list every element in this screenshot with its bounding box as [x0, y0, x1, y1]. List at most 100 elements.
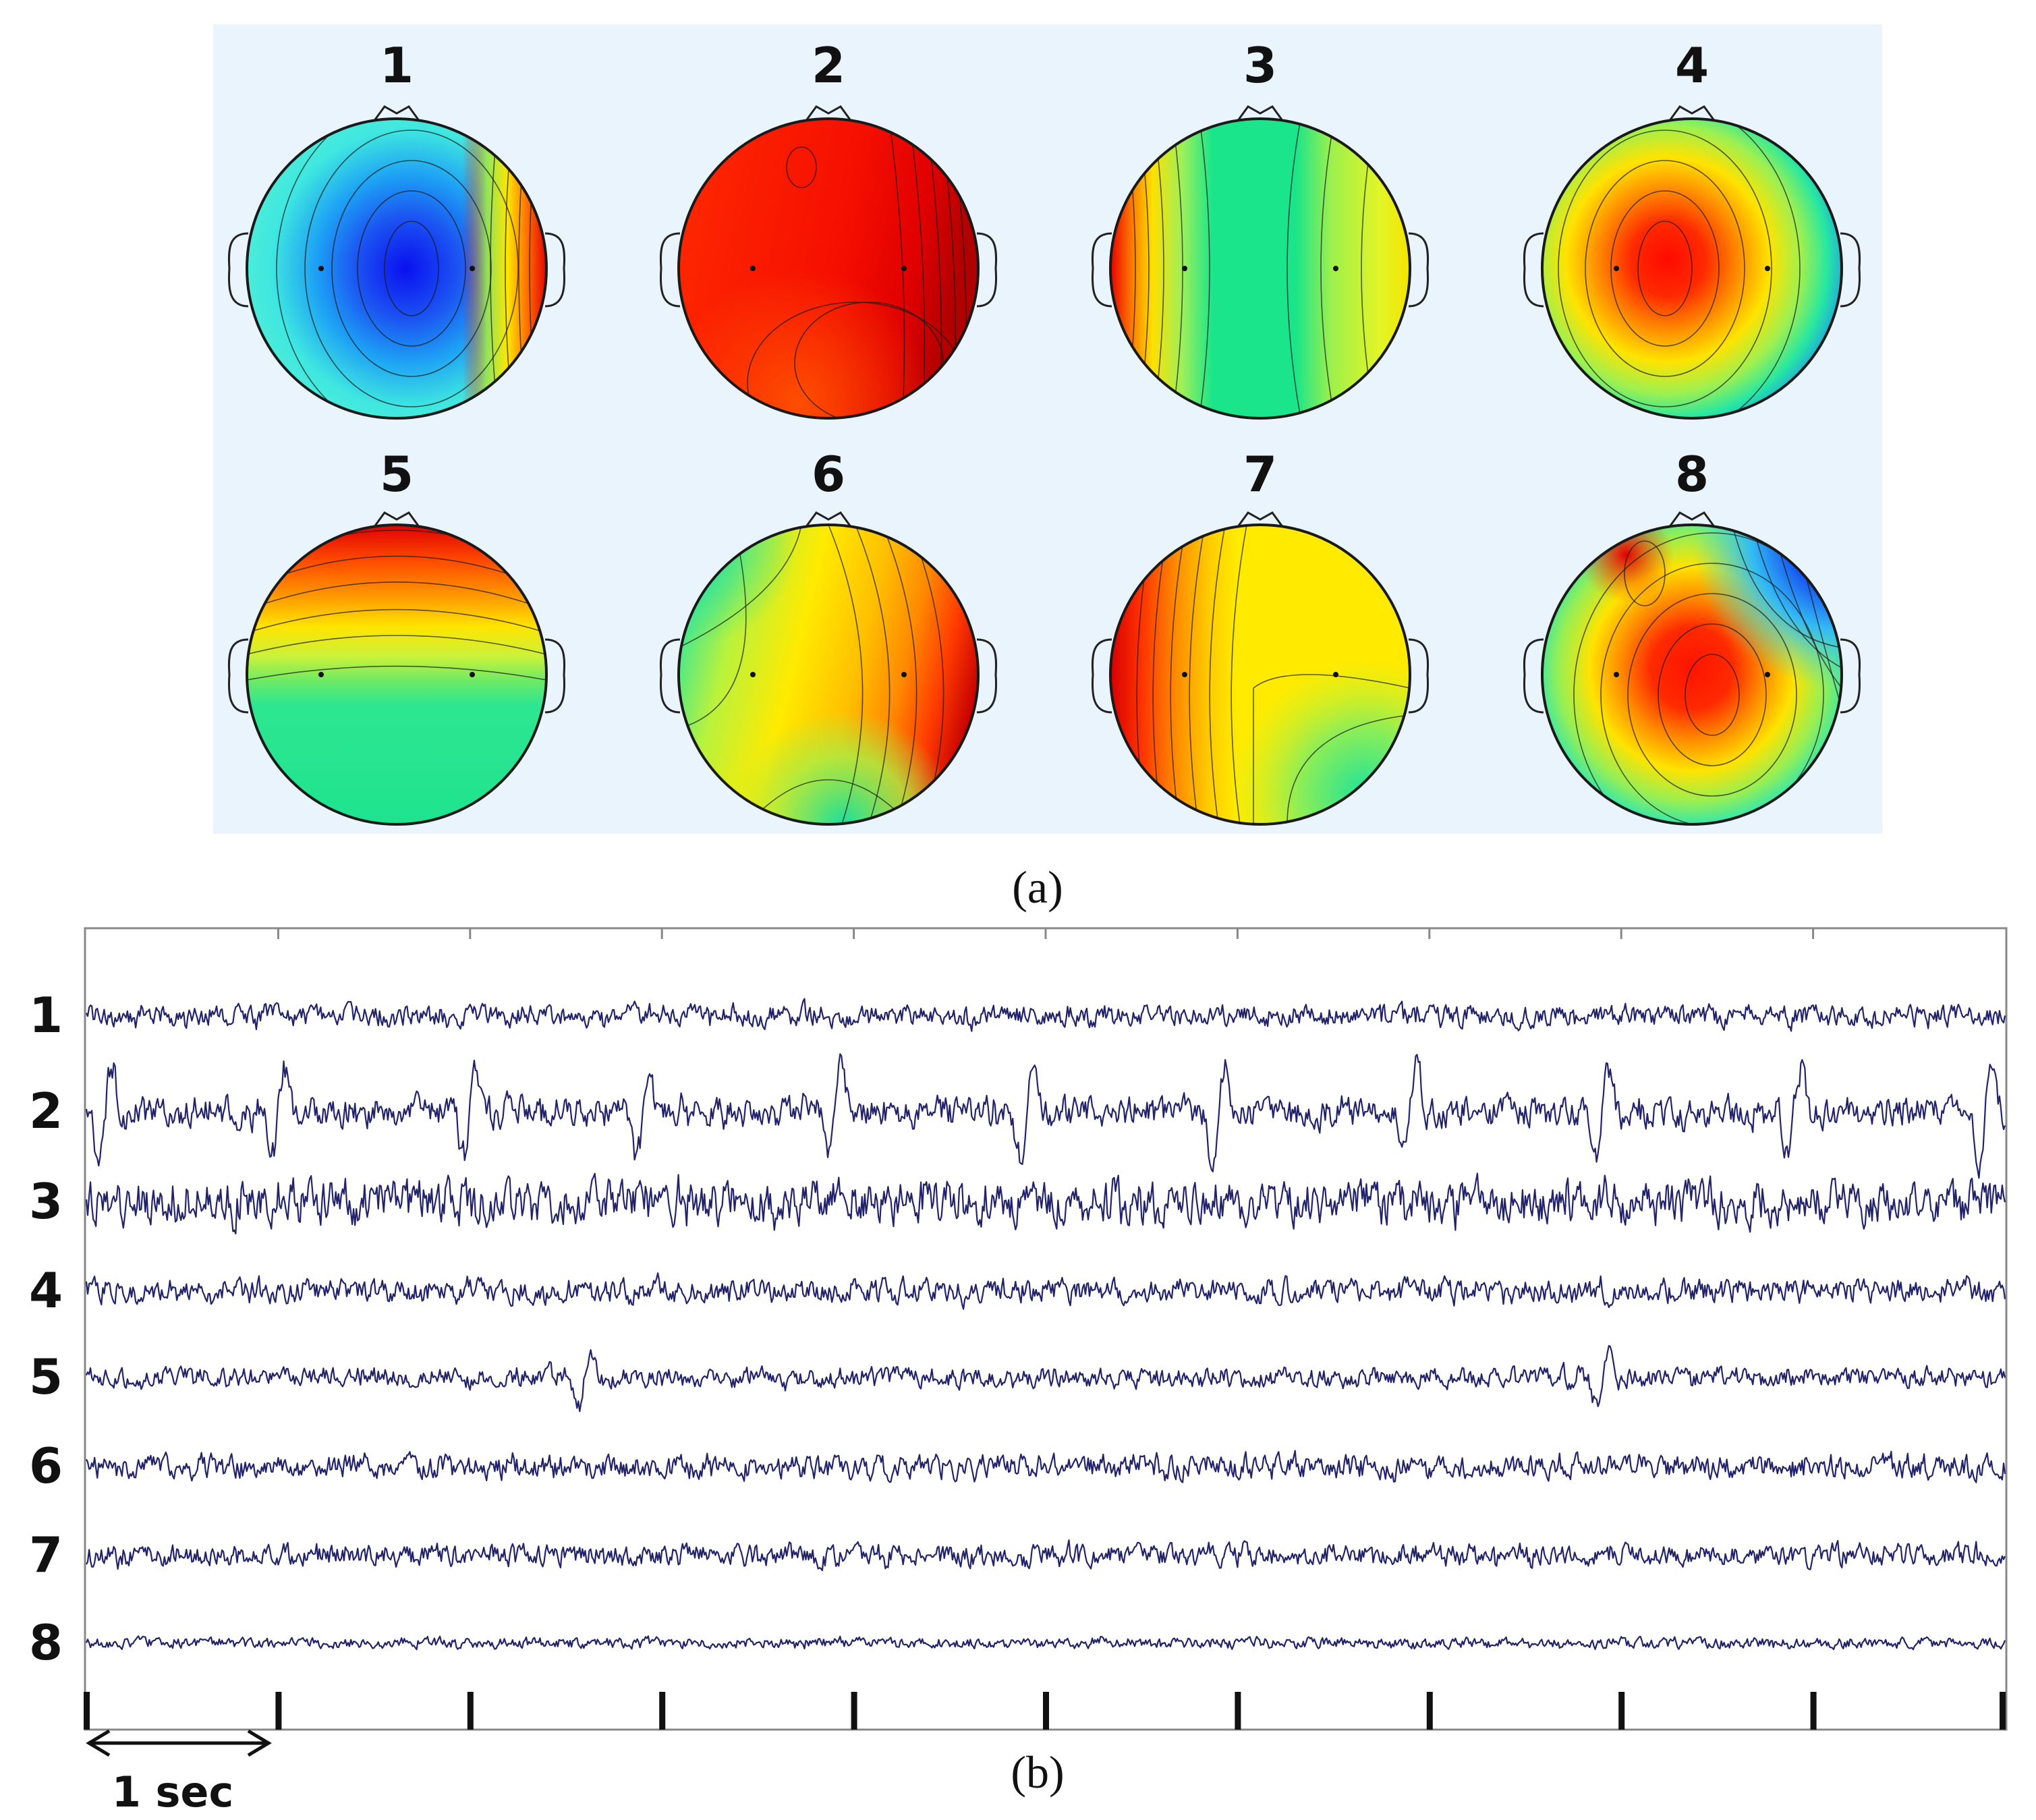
topomap-5: 5	[227, 446, 566, 826]
time-tick	[1235, 1692, 1241, 1730]
electrode-dot	[470, 672, 475, 677]
left-ear-icon	[1091, 638, 1112, 714]
time-tick	[467, 1692, 474, 1730]
eeg-trace-5	[85, 1344, 2006, 1413]
topomap-3: 3	[1091, 37, 1430, 420]
time-tick	[659, 1692, 666, 1730]
electrode-dot	[901, 672, 907, 677]
electrode-dot	[1765, 266, 1770, 271]
left-ear-icon	[227, 232, 249, 308]
head-outline	[1541, 117, 1843, 420]
topomap-grid: 1 2 3 4 5 6 7 8	[227, 37, 1861, 826]
channel-label: 4	[29, 1262, 63, 1319]
topomap-title: 5	[380, 446, 414, 503]
head-outline	[246, 117, 548, 420]
head-outline	[246, 523, 548, 826]
channel-label: 1	[29, 987, 63, 1044]
topomap-6: 6	[659, 446, 998, 826]
head-outline	[1109, 117, 1411, 420]
electrode-dot	[1182, 266, 1187, 271]
channel-label: 5	[29, 1348, 63, 1405]
electrode-dot	[470, 266, 475, 271]
eeg-trace-3	[85, 1172, 2006, 1234]
time-tick	[275, 1692, 282, 1730]
right-ear-icon	[1408, 638, 1430, 714]
channel-label: 2	[29, 1083, 63, 1139]
right-ear-icon	[544, 232, 566, 308]
topomap-4: 4	[1523, 37, 1861, 420]
topomap-8: 8	[1523, 446, 1861, 826]
time-tick	[1043, 1692, 1049, 1730]
left-ear-icon	[659, 638, 681, 714]
head-outline	[1109, 523, 1411, 826]
topomap-2: 2	[659, 37, 998, 420]
nose-icon	[1668, 105, 1716, 122]
topomap-title: 4	[1675, 37, 1709, 94]
topomap-fill	[679, 525, 978, 824]
electrode-dot	[318, 266, 324, 271]
topomap-7: 7	[1091, 446, 1430, 826]
topomap-1: 1	[227, 37, 566, 420]
right-ear-icon	[976, 638, 998, 714]
electrode-dot	[750, 266, 756, 271]
eeg-trace-1	[85, 998, 2006, 1032]
channel-label: 3	[29, 1173, 63, 1230]
time-scale-bar: 1 sec	[86, 1729, 272, 1817]
right-ear-icon	[1840, 638, 1861, 714]
nose-icon	[804, 105, 853, 122]
head-outline	[677, 523, 980, 826]
eeg-trace-7	[86, 1539, 2006, 1572]
right-ear-icon	[1840, 232, 1861, 308]
time-tick	[2000, 1692, 2006, 1730]
contour-lines	[1542, 119, 1801, 418]
scale-arrow-left-icon	[86, 1729, 111, 1757]
panel-a-caption: (a)	[1012, 861, 1063, 913]
right-ear-icon	[976, 232, 998, 308]
eeg-time-ticks	[84, 1692, 2006, 1730]
right-ear-icon	[544, 638, 566, 714]
right-ear-icon	[1408, 232, 1430, 308]
left-ear-icon	[1091, 232, 1112, 308]
nose-icon	[804, 511, 853, 528]
topomap-fill	[679, 119, 978, 418]
scale-arrow-right-icon	[247, 1729, 272, 1757]
head-outline	[1541, 523, 1843, 826]
nose-icon	[1236, 105, 1284, 122]
time-tick	[851, 1692, 857, 1730]
time-tick	[1618, 1692, 1625, 1730]
topomap-fill	[1110, 525, 1410, 824]
nose-icon	[1668, 511, 1716, 528]
eeg-trace-6	[86, 1450, 2006, 1483]
panel-b-caption: (b)	[1011, 1746, 1064, 1798]
electrode-dot	[1614, 266, 1619, 271]
topomap-fill	[247, 525, 546, 824]
eeg-plot-frame	[84, 927, 2008, 1731]
time-tick	[1810, 1692, 1817, 1730]
topomap-title: 8	[1675, 446, 1709, 503]
topomap-title: 2	[812, 37, 845, 94]
channel-label: 6	[29, 1438, 63, 1494]
eeg-top-ticks	[277, 928, 1815, 939]
electrode-dot	[901, 266, 907, 271]
eeg-traces	[85, 998, 2006, 1651]
electrode-dot	[1333, 266, 1338, 271]
topomap-title: 6	[812, 446, 845, 503]
nose-icon	[372, 511, 421, 528]
time-tick	[1426, 1692, 1433, 1730]
nose-icon	[1236, 511, 1284, 528]
electrode-dot	[750, 672, 756, 677]
eeg-trace-8	[85, 1635, 2006, 1651]
topomap-title: 7	[1243, 446, 1277, 503]
electrode-dot	[1333, 672, 1338, 677]
electrode-dot	[1182, 672, 1187, 677]
channel-label: 7	[29, 1527, 63, 1583]
topomap-fill	[247, 119, 546, 418]
left-ear-icon	[227, 638, 249, 714]
contour-lines	[1573, 525, 1842, 824]
eeg-trace-2	[85, 1053, 2006, 1179]
time-scale-label: 1 sec	[112, 1767, 233, 1817]
electrode-dot	[1614, 672, 1619, 677]
left-ear-icon	[1523, 638, 1544, 714]
left-ear-icon	[659, 232, 681, 308]
